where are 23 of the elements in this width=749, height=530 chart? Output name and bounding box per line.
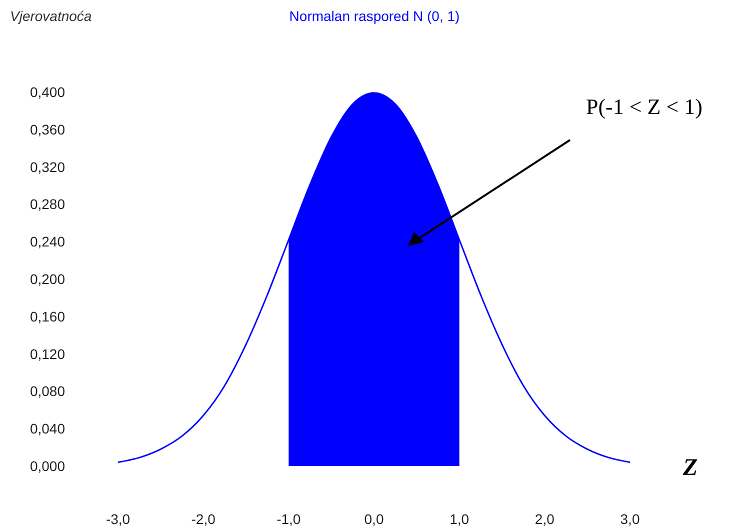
x-tick-label: -3,0 xyxy=(106,510,130,527)
x-tick-label: 0,0 xyxy=(364,510,384,527)
x-tick-label: -2,0 xyxy=(191,510,216,527)
x-axis-title: Z xyxy=(683,455,698,482)
x-tick-label: -1,0 xyxy=(276,510,301,527)
chart-title: Normalan raspored N (0, 1) xyxy=(289,8,460,24)
line-series xyxy=(118,92,630,464)
y-tick-label: 0,360 xyxy=(30,121,66,138)
x-tick-label: 1,0 xyxy=(450,510,470,527)
y-tick-label: 0,200 xyxy=(30,270,66,287)
y-tick-label: 0,120 xyxy=(30,346,66,362)
annotation: P(-1 < Z < 1) xyxy=(586,94,702,120)
y-tick-label: 0,320 xyxy=(30,158,66,175)
y-tick-label: 0,240 xyxy=(30,234,66,250)
y-tick-label: 0,280 xyxy=(30,196,66,212)
y-tick-label: 0,040 xyxy=(30,420,66,437)
y-tick-label: 0,160 xyxy=(30,308,66,324)
x-tick-label: 3,0 xyxy=(620,510,640,527)
y-axis-title: Vjerovatnoća xyxy=(10,8,92,24)
x-tick-label: 2,0 xyxy=(534,510,555,527)
y-tick-label: 0,400 xyxy=(30,84,66,100)
y-tick-label: 0,080 xyxy=(30,383,66,400)
y-tick-label: 0,000 xyxy=(30,458,66,474)
